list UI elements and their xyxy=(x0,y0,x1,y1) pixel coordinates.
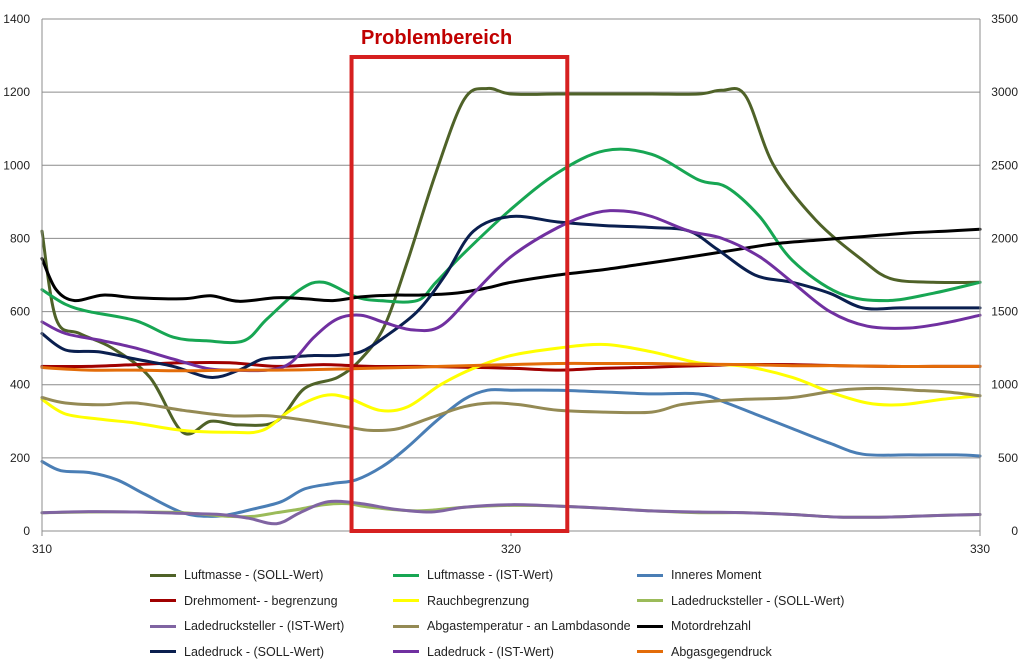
legend-item: Ladedruck - (SOLL-Wert) xyxy=(150,645,324,659)
series-line-abgasgegendruck xyxy=(40,361,982,373)
grid-lines xyxy=(42,18,980,459)
legend-swatch xyxy=(393,650,419,653)
axes: 0 200 400 600 800 1000 1200 1400 0 500 1000 1500 200… xyxy=(3,12,1018,556)
series-line-ladedruck-soll-wert xyxy=(40,214,982,379)
legend-item: Abgasgegendruck xyxy=(637,645,772,659)
legend-item: Ladedrucksteller - (IST-Wert) xyxy=(150,619,344,633)
y-left-tick-label: 400 xyxy=(10,378,30,392)
legend-item: Drehmoment- - begrenzung xyxy=(150,594,338,608)
y-left-tick-label: 800 xyxy=(10,231,30,245)
legend-label: Inneres Moment xyxy=(671,568,762,582)
legend-swatch xyxy=(637,650,663,653)
series-lines xyxy=(40,86,982,526)
x-tick-label: 330 xyxy=(970,542,990,556)
legend-item: Abgastemperatur - an Lambdasonde xyxy=(393,619,631,633)
y-left-tick-label: 200 xyxy=(10,451,30,465)
y-right-tick-label: 3500 xyxy=(991,12,1018,26)
legend-swatch xyxy=(637,573,663,577)
legend-item: Motordrehzahl xyxy=(637,619,751,633)
y-right-tick-label: 2500 xyxy=(991,158,1018,172)
y-right-tick-label: 2000 xyxy=(991,231,1018,245)
legend-label: Luftmasse - (SOLL-Wert) xyxy=(184,568,324,582)
y-right-tick-label: 3000 xyxy=(991,85,1018,99)
series-line-motordrehzahl xyxy=(40,227,982,303)
series-line-inneres-moment xyxy=(40,388,982,518)
legend-label: Abgastemperatur - an Lambdasonde xyxy=(427,619,631,633)
legend-item: Luftmasse - (SOLL-Wert) xyxy=(150,568,323,582)
series-line-rauchbegrenzung xyxy=(40,342,982,435)
legend-item: Inneres Moment xyxy=(637,568,761,582)
series-line-ladedrucksteller-ist-wert xyxy=(40,499,982,526)
legend-swatch xyxy=(150,599,176,602)
legend-item: Ladedruck - (IST-Wert) xyxy=(393,645,554,659)
y-left-tick-label: 1200 xyxy=(3,85,30,99)
legend-label: Abgasgegendruck xyxy=(671,644,772,659)
y-left-tick-label: 0 xyxy=(23,524,30,538)
y-right-tick-label: 500 xyxy=(998,451,1018,465)
legend-label: Ladedrucksteller - (IST-Wert) xyxy=(184,619,345,633)
legend-item: Rauchbegrenzung xyxy=(393,594,529,608)
y-left-tick-label: 1000 xyxy=(3,158,30,172)
series-line-luftmasse-ist-wert xyxy=(40,147,982,345)
series-line-abgastemperatur-an-lambdasonde xyxy=(40,386,982,433)
series-line-luftmasse-soll-wert xyxy=(40,86,982,436)
legend-label: Rauchbegrenzung xyxy=(427,593,530,608)
y-right-tick-label: 1500 xyxy=(991,305,1018,319)
y-right-tick-label: 1000 xyxy=(991,378,1018,392)
x-tick-label: 310 xyxy=(32,542,52,556)
legend-swatch xyxy=(150,573,176,577)
legend-swatch xyxy=(150,624,176,628)
legend-label: Drehmoment- - begrenzung xyxy=(184,593,338,608)
legend-label: Ladedruck - (IST-Wert) xyxy=(427,644,554,659)
legend-item: Ladedrucksteller - (SOLL-Wert) xyxy=(637,594,844,608)
legend-swatch xyxy=(393,573,419,577)
legend-swatch xyxy=(637,624,663,628)
legend-swatch xyxy=(150,650,176,653)
annotation-label: Problembereich xyxy=(361,27,513,49)
legend-label: Ladedruck - (SOLL-Wert) xyxy=(184,644,325,659)
y-left-tick-label: 600 xyxy=(10,305,30,319)
legend-label: Motordrehzahl xyxy=(671,619,751,633)
legend-swatch xyxy=(637,599,663,602)
legend-label: Ladedrucksteller - (SOLL-Wert) xyxy=(671,593,845,608)
legend-item: Luftmasse - (IST-Wert) xyxy=(393,568,553,582)
problem-region-annotation xyxy=(349,55,570,533)
problem-region-box xyxy=(349,55,570,533)
legend-swatch xyxy=(393,599,419,602)
legend-swatch xyxy=(393,624,419,628)
y-left-tick-label: 1400 xyxy=(3,12,30,26)
y-right-tick-label: 0 xyxy=(1011,524,1018,538)
x-tick-label: 320 xyxy=(501,542,521,556)
legend-label: Luftmasse - (IST-Wert) xyxy=(427,568,554,582)
series-line-ladedruck-ist-wert xyxy=(40,209,982,373)
